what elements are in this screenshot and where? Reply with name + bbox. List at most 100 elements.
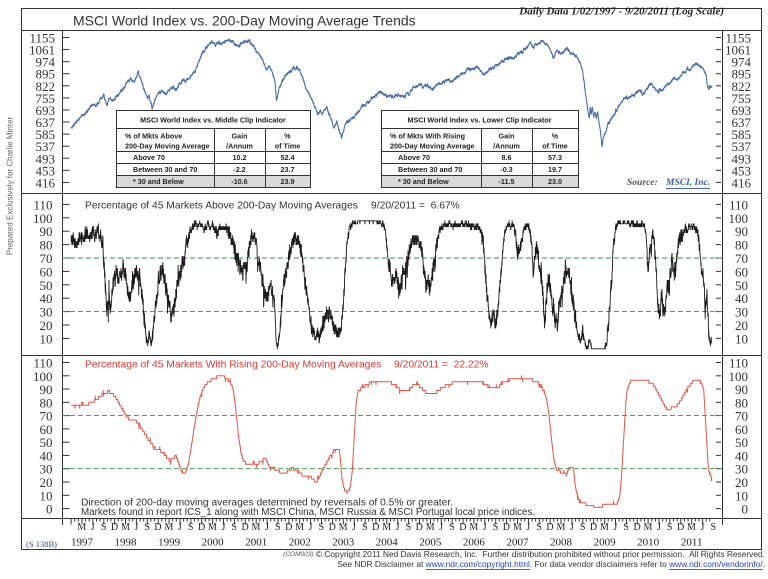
svg-text:416: 416 <box>36 175 56 190</box>
svg-text:Gain: Gain <box>499 132 515 141</box>
svg-text:S: S <box>406 522 412 533</box>
svg-text:10: 10 <box>735 488 748 503</box>
svg-text:1997: 1997 <box>71 536 94 548</box>
svg-text:S: S <box>623 522 629 533</box>
svg-text:J: J <box>526 522 530 533</box>
svg-text:23.0: 23.0 <box>548 177 562 186</box>
svg-text:585: 585 <box>732 127 752 142</box>
svg-text:MSCI World Index vs. Middle Cl: MSCI World Index vs. Middle Clip Indicat… <box>140 116 286 125</box>
svg-text:1998: 1998 <box>115 536 138 548</box>
svg-text:537: 537 <box>36 139 56 154</box>
svg-text:100: 100 <box>33 369 53 384</box>
svg-text:1999: 1999 <box>158 536 181 548</box>
svg-text:110: 110 <box>33 356 52 371</box>
svg-text:S: S <box>580 522 586 533</box>
svg-text:Markets found in report ICS_1: Markets found in report ICS_1 along with… <box>81 507 535 518</box>
svg-text:585: 585 <box>36 127 56 142</box>
svg-text:Prepared Exclusively for Charl: Prepared Exclusively for Charlie Minter <box>6 117 15 256</box>
svg-text:S: S <box>275 522 281 533</box>
svg-text:D: D <box>546 522 553 533</box>
svg-text:20: 20 <box>735 475 748 490</box>
svg-text:Between 30 and 70: Between 30 and 70 <box>133 165 197 174</box>
svg-text:2001: 2001 <box>245 536 267 548</box>
svg-text:M: M <box>77 522 86 533</box>
svg-text:D: D <box>372 522 379 533</box>
svg-text:50: 50 <box>735 435 748 450</box>
svg-text:J: J <box>178 522 182 533</box>
svg-text:80: 80 <box>40 395 53 410</box>
svg-text:57.3: 57.3 <box>548 153 562 162</box>
svg-text:J: J <box>570 522 574 533</box>
svg-text:70: 70 <box>735 251 748 266</box>
svg-text:100: 100 <box>33 211 53 226</box>
svg-text:J: J <box>309 522 313 533</box>
svg-text:D: D <box>154 522 161 533</box>
svg-text:%: % <box>284 132 291 141</box>
svg-text:9/20/2011 = 6.67%: 9/20/2011 = 6.67% <box>371 201 460 212</box>
svg-text:2010: 2010 <box>637 536 660 548</box>
svg-text:* 30 and Below: * 30 and Below <box>398 177 449 186</box>
svg-text:M: M <box>644 522 653 533</box>
svg-text:10.2: 10.2 <box>233 153 247 162</box>
svg-text:895: 895 <box>732 67 752 82</box>
svg-text:10: 10 <box>40 488 53 503</box>
svg-text:2007: 2007 <box>507 536 530 548</box>
svg-text:2006: 2006 <box>463 536 486 548</box>
svg-text:90: 90 <box>40 224 53 239</box>
svg-text:50: 50 <box>40 435 53 450</box>
svg-text:Direction of 200-day moving av: Direction of 200-day moving averages det… <box>81 498 453 509</box>
svg-text:D: D <box>111 522 118 533</box>
svg-text:20: 20 <box>735 318 748 333</box>
svg-text:30: 30 <box>40 462 53 477</box>
svg-text:J: J <box>396 522 400 533</box>
svg-text:See NDR Disclaimer at www.ndr.: See NDR Disclaimer at www.ndr.com/copyri… <box>337 559 765 569</box>
svg-text:1061: 1061 <box>29 43 55 58</box>
svg-text:20: 20 <box>40 318 53 333</box>
svg-text:0: 0 <box>742 502 749 517</box>
svg-text:80: 80 <box>40 238 53 253</box>
svg-text:S: S <box>711 522 717 533</box>
svg-text:50: 50 <box>735 278 748 293</box>
svg-text:19.7: 19.7 <box>548 165 562 174</box>
svg-text:/Annum: /Annum <box>493 142 520 151</box>
svg-text:J: J <box>134 522 138 533</box>
svg-text:D: D <box>677 522 684 533</box>
svg-text:-0.3: -0.3 <box>500 165 512 174</box>
svg-text:1155: 1155 <box>29 31 55 46</box>
svg-text:J: J <box>352 522 356 533</box>
svg-text:2002: 2002 <box>289 536 311 548</box>
svg-text:30: 30 <box>40 305 53 320</box>
svg-text:8.6: 8.6 <box>502 153 512 162</box>
svg-text:110: 110 <box>729 356 748 371</box>
svg-text:J: J <box>483 522 487 533</box>
svg-text:(S 138B): (S 138B) <box>26 539 57 549</box>
svg-text:M: M <box>121 522 130 533</box>
svg-text:2005: 2005 <box>419 536 442 548</box>
svg-text:974: 974 <box>732 55 752 70</box>
svg-text:M: M <box>208 522 217 533</box>
svg-text:J: J <box>265 522 269 533</box>
svg-text:9/20/2011 = 22.22%: 9/20/2011 = 22.22% <box>394 360 489 371</box>
svg-text:80: 80 <box>735 395 748 410</box>
svg-text:M: M <box>339 522 348 533</box>
svg-text:23.7: 23.7 <box>281 165 295 174</box>
svg-text:M: M <box>556 522 565 533</box>
svg-text:90: 90 <box>735 224 748 239</box>
svg-text:90: 90 <box>40 382 53 397</box>
svg-text:(COM003) © Copyright 2011 Ned: (COM003) © Copyright 2011 Ned Davis Rese… <box>283 549 765 559</box>
svg-text:60: 60 <box>40 264 53 279</box>
svg-text:637: 637 <box>732 115 752 130</box>
svg-text:M: M <box>295 522 304 533</box>
svg-text:70: 70 <box>735 409 748 424</box>
svg-text:537: 537 <box>732 139 752 154</box>
svg-text:Source:: Source: <box>627 178 658 188</box>
svg-text:S: S <box>101 522 107 533</box>
svg-text:40: 40 <box>735 291 748 306</box>
svg-text:493: 493 <box>732 151 752 166</box>
svg-text:Daily Data 1/02/1997 - 9/20/20: Daily Data 1/02/1997 - 9/20/2011 (Log Sc… <box>518 6 724 18</box>
svg-text:693: 693 <box>732 103 752 118</box>
svg-text:755: 755 <box>36 91 56 106</box>
svg-text:2004: 2004 <box>376 536 399 548</box>
svg-text:M: M <box>513 522 522 533</box>
svg-text:Percentage of 45 Markets With: Percentage of 45 Markets With Rising 200… <box>85 360 381 371</box>
